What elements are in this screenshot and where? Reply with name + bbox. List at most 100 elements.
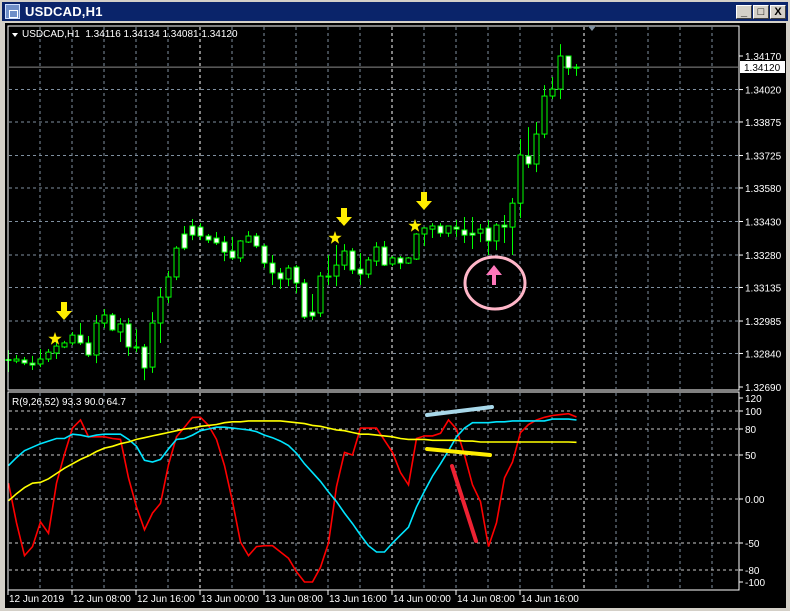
candle bbox=[565, 55, 572, 76]
minimize-button[interactable]: _ bbox=[736, 5, 752, 19]
current-price-box bbox=[740, 61, 785, 73]
bull-candle-body bbox=[117, 323, 124, 333]
bear-candle-body bbox=[277, 272, 284, 280]
bull-candle-body bbox=[53, 345, 60, 354]
candle bbox=[357, 253, 364, 286]
candle bbox=[493, 223, 500, 251]
bear-candle-body bbox=[485, 227, 492, 242]
bear-candle-body bbox=[221, 241, 228, 253]
bear-candle-body bbox=[253, 235, 260, 247]
candle bbox=[189, 219, 196, 241]
candle bbox=[69, 331, 76, 345]
chart-shift-marker-icon[interactable] bbox=[588, 26, 596, 31]
candle bbox=[389, 255, 396, 267]
candle bbox=[421, 227, 428, 247]
price-tick-label: 1.32840 bbox=[745, 349, 782, 360]
indicator-tick-label: 100 bbox=[745, 407, 762, 418]
bull-candle-body bbox=[365, 259, 372, 275]
maximize-button[interactable]: □ bbox=[753, 5, 769, 19]
highlight-circle[interactable] bbox=[463, 255, 527, 311]
bear-candle-body bbox=[213, 237, 220, 244]
time-tick-label: 12 Jun 2019 bbox=[9, 594, 64, 605]
candle bbox=[549, 77, 556, 100]
bull-candle-body bbox=[149, 322, 156, 368]
bull-candle-body bbox=[549, 88, 556, 97]
down-arrow-icon[interactable] bbox=[416, 192, 432, 210]
candle bbox=[109, 312, 116, 332]
indicator-tick-label: -80 bbox=[745, 566, 760, 577]
candle bbox=[37, 348, 44, 368]
time-tick-label: 14 Jun 16:00 bbox=[521, 594, 579, 605]
bull-candle-body bbox=[69, 334, 76, 344]
window-title: USDCAD,H1 bbox=[25, 4, 103, 19]
candle bbox=[285, 265, 292, 287]
candle bbox=[445, 225, 452, 237]
candle bbox=[397, 255, 404, 270]
bull-candle-body bbox=[373, 246, 380, 262]
candle bbox=[173, 246, 180, 281]
candle bbox=[45, 348, 52, 362]
candle bbox=[165, 270, 172, 304]
candle bbox=[333, 244, 340, 287]
candle bbox=[229, 236, 236, 260]
chart-window-icon bbox=[5, 4, 20, 19]
bull-candle-body bbox=[133, 346, 140, 349]
indicator-tick-label: 50 bbox=[745, 451, 757, 462]
bull-candle-body bbox=[405, 257, 412, 264]
chart-area[interactable] bbox=[5, 23, 786, 608]
bear-candle-body bbox=[85, 342, 92, 356]
indicator-tick-label: 120 bbox=[745, 394, 762, 405]
window-title-bar: USDCAD,H1 _ □ X bbox=[2, 2, 788, 21]
bear-candle-body bbox=[205, 235, 212, 241]
candle bbox=[253, 233, 260, 249]
collapse-triangle-icon[interactable] bbox=[12, 33, 18, 37]
bull-candle-body bbox=[533, 133, 540, 165]
star-icon[interactable] bbox=[328, 231, 342, 244]
candle bbox=[269, 255, 276, 286]
candle bbox=[429, 223, 436, 239]
candle bbox=[205, 234, 212, 243]
bull-candle-body bbox=[173, 247, 180, 278]
bear-candle-body bbox=[397, 257, 404, 264]
trend-line-cyan[interactable] bbox=[425, 405, 494, 417]
bear-candle-body bbox=[261, 245, 268, 264]
candle bbox=[533, 121, 540, 173]
candle bbox=[237, 240, 244, 262]
bull-candle-body bbox=[429, 225, 436, 230]
bull-candle-body bbox=[541, 95, 548, 135]
price-tick-label: 1.33430 bbox=[745, 218, 782, 229]
down-arrow-icon[interactable] bbox=[56, 302, 72, 320]
bull-candle-body bbox=[341, 250, 348, 266]
bear-candle-body bbox=[437, 225, 444, 234]
star-icon[interactable] bbox=[48, 332, 62, 345]
bear-candle-body bbox=[29, 362, 36, 366]
candle bbox=[245, 231, 252, 243]
candle bbox=[341, 244, 348, 271]
time-tick-label: 13 Jun 00:00 bbox=[201, 594, 259, 605]
bull-candle-body bbox=[389, 257, 396, 265]
candle bbox=[373, 242, 380, 267]
bear-candle-body bbox=[349, 250, 356, 271]
bear-candle-body bbox=[301, 282, 308, 318]
candle bbox=[29, 355, 36, 371]
trend-line-yellow[interactable] bbox=[425, 447, 492, 457]
star-icon[interactable] bbox=[408, 219, 422, 232]
close-button[interactable]: X bbox=[770, 5, 786, 19]
time-tick-label: 12 Jun 16:00 bbox=[137, 594, 195, 605]
bear-candle-body bbox=[565, 55, 572, 69]
candle bbox=[541, 85, 548, 139]
candle bbox=[405, 257, 412, 264]
bull-candle-body bbox=[333, 264, 340, 277]
candle bbox=[21, 357, 28, 366]
bull-candle-body bbox=[445, 225, 452, 234]
bull-candle-body bbox=[509, 202, 516, 228]
candle bbox=[365, 257, 372, 279]
trend-line-red[interactable] bbox=[450, 464, 478, 543]
chart-header: USDCAD,H1 1.34116 1.34134 1.34081 1.3412… bbox=[22, 29, 238, 40]
candle bbox=[157, 287, 164, 343]
candle bbox=[133, 329, 140, 353]
up-arrow-icon[interactable] bbox=[486, 265, 502, 285]
down-arrow-icon[interactable] bbox=[336, 208, 352, 226]
price-tick-label: 1.32985 bbox=[745, 317, 782, 328]
